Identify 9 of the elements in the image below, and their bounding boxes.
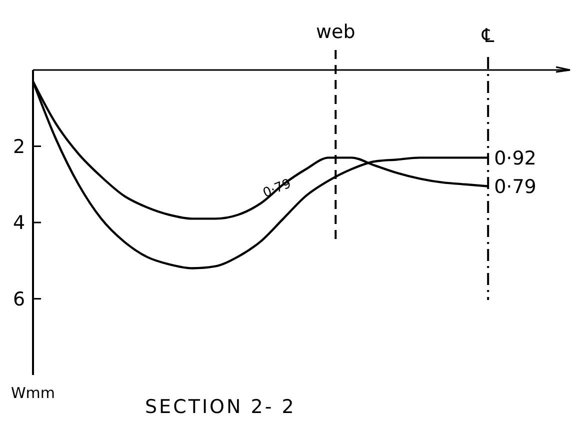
text: 0·79	[494, 176, 536, 198]
series-label: 0·92	[494, 147, 536, 170]
y-tick-label: 2	[12, 136, 26, 158]
text: Wmm	[10, 384, 56, 402]
y-tick-label: 4	[12, 212, 26, 234]
text: ℄	[480, 25, 495, 47]
text: SECTION 2- 2	[145, 396, 296, 418]
y-tick-label: 6	[12, 288, 26, 310]
text: web	[316, 21, 356, 43]
